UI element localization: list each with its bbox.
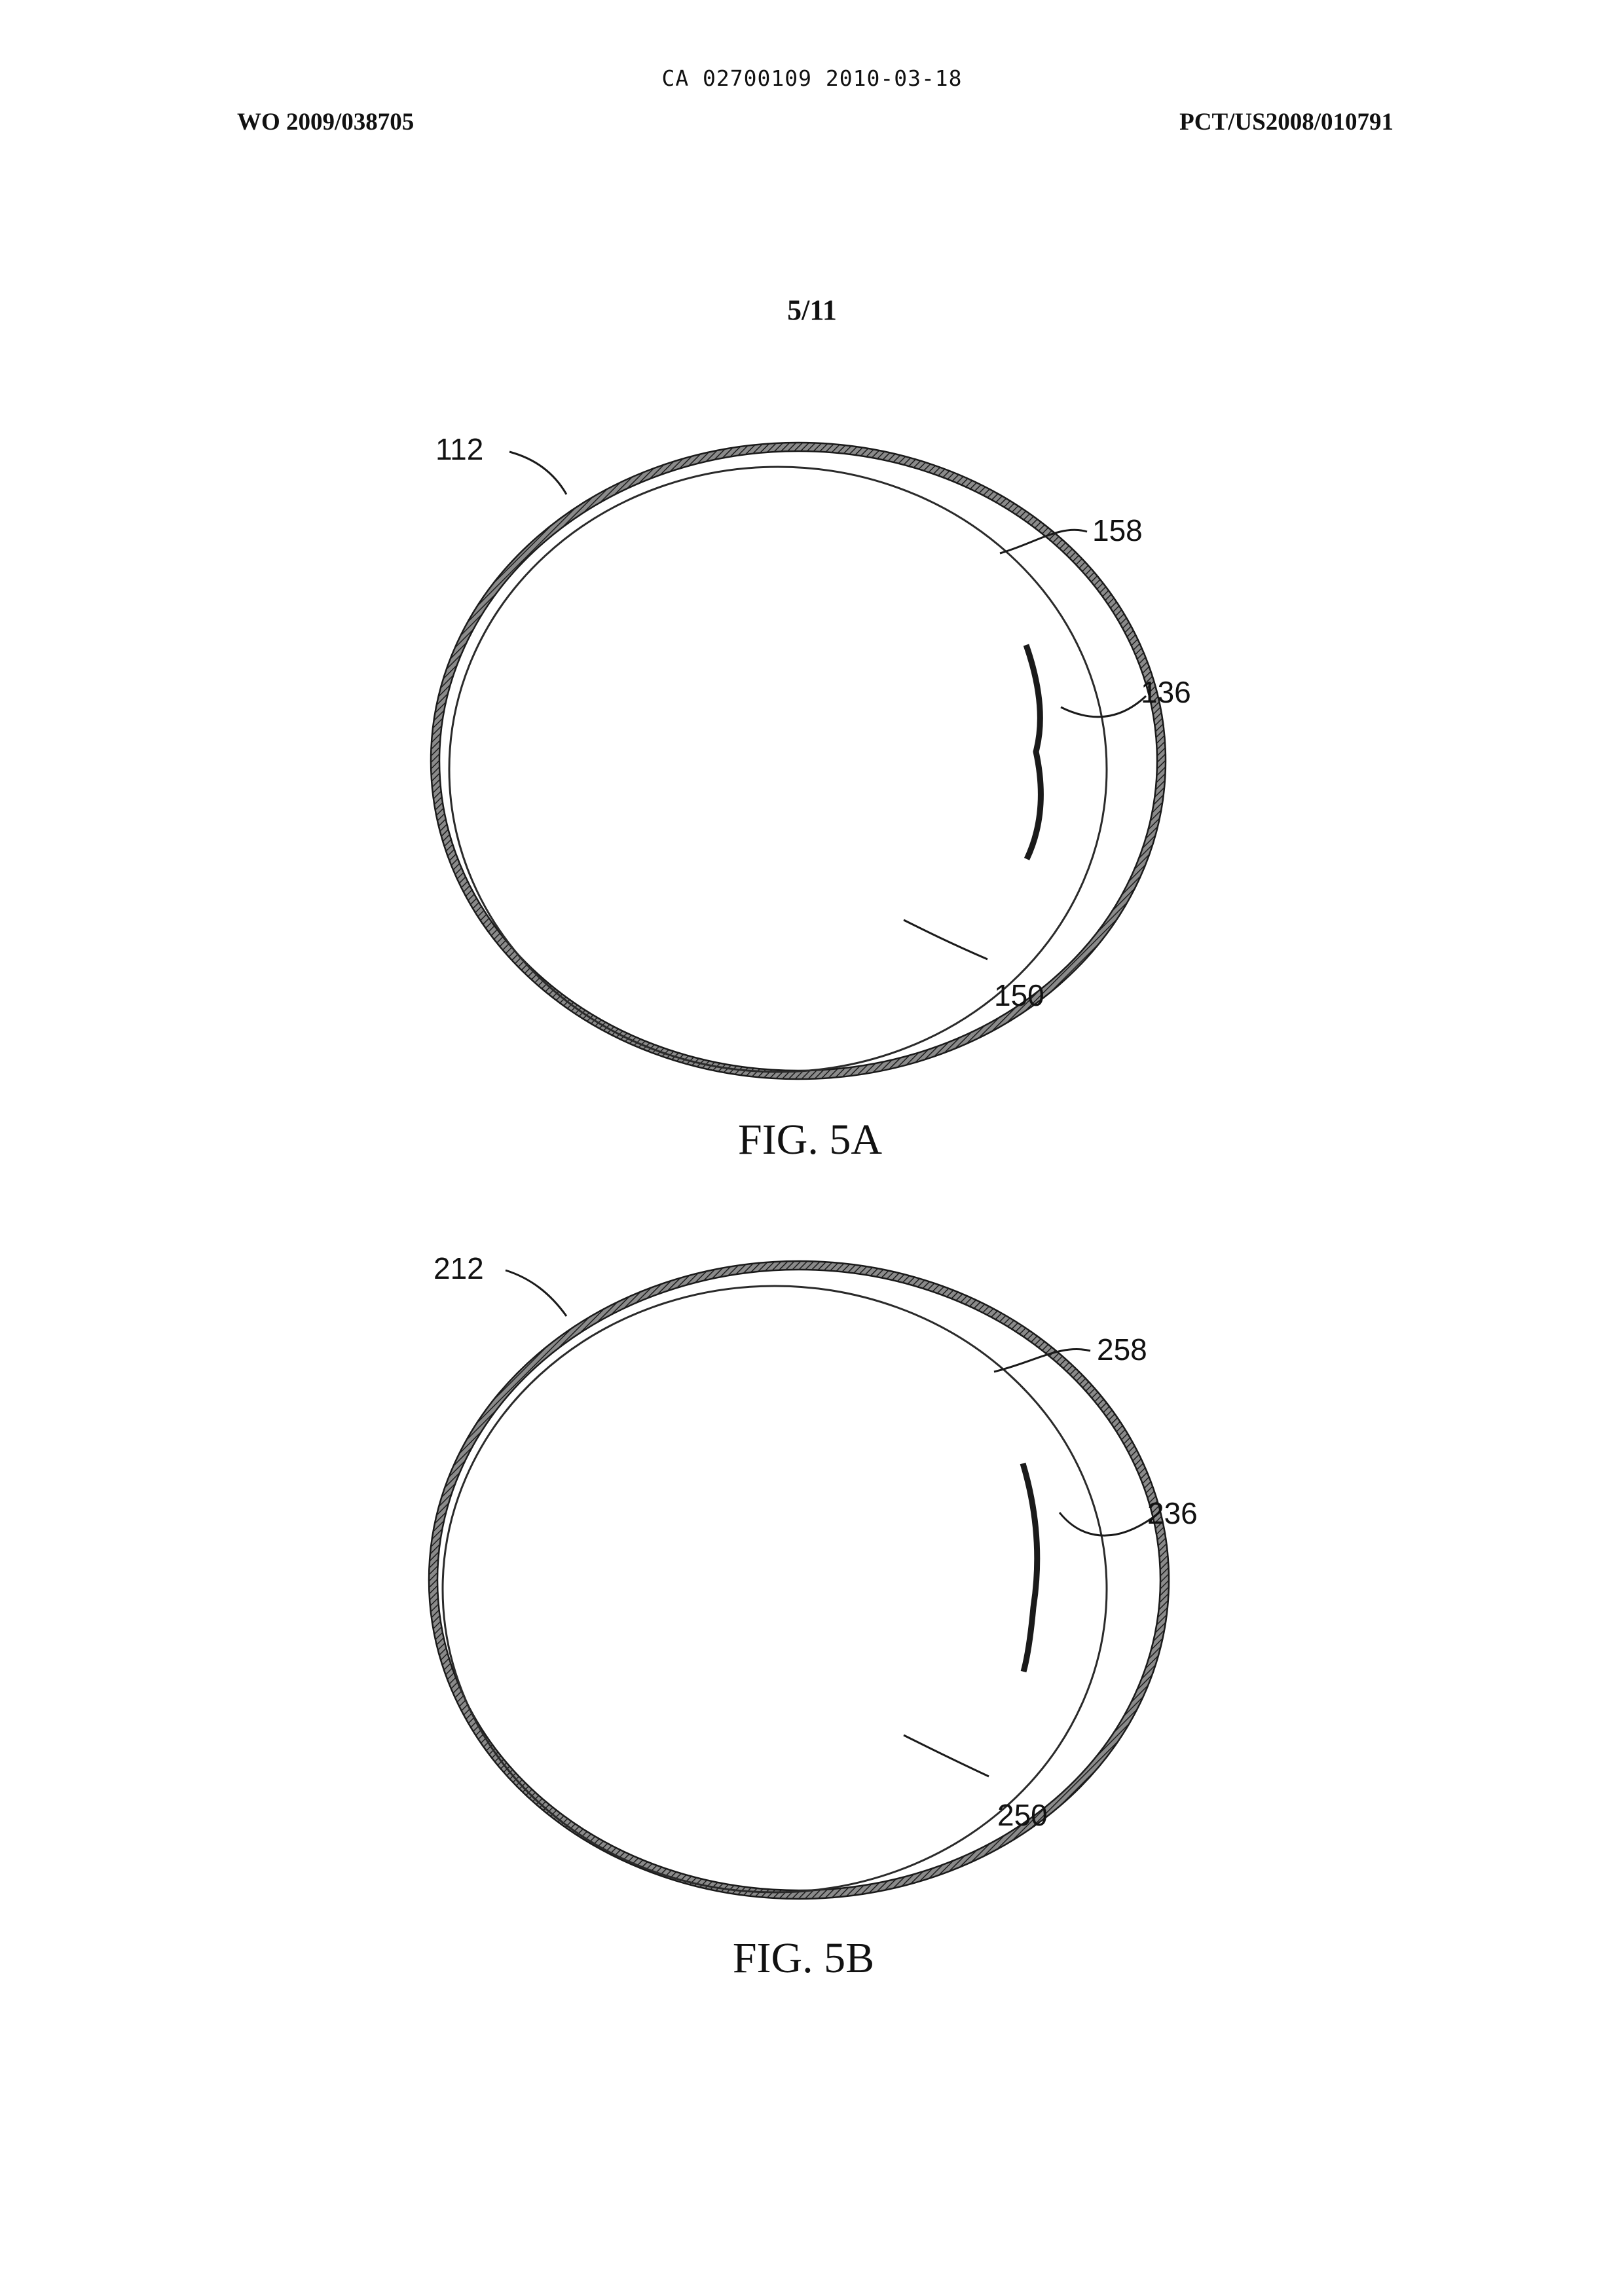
leader-line-136 [1061,696,1146,717]
ref-label-250: 250 [997,1798,1048,1832]
figure-caption-5a: FIG. 5A [738,1116,882,1164]
ref-label-150: 150 [994,978,1044,1012]
leader-line-236 [1060,1513,1153,1535]
outer-tube-wall-112 [431,443,1166,1079]
element-136 [1026,645,1041,859]
figure-caption-5b: FIG. 5B [733,1934,874,1982]
ref-label-136: 136 [1141,675,1191,709]
leader-line-150 [904,920,987,959]
ref-label-236: 236 [1147,1496,1198,1530]
leader-line-250 [904,1735,989,1776]
ref-label-212: 212 [434,1251,484,1285]
ref-label-158: 158 [1092,513,1143,547]
ref-label-258: 258 [1097,1332,1147,1367]
figure-5a: 112 158 136 150 FIG. 5A [431,432,1191,1164]
leader-line-212 [506,1270,566,1316]
ref-label-112: 112 [435,432,483,466]
figure-5b: 212 258 236 250 FIG. 5B [429,1251,1198,1982]
leader-line-112 [509,452,566,494]
